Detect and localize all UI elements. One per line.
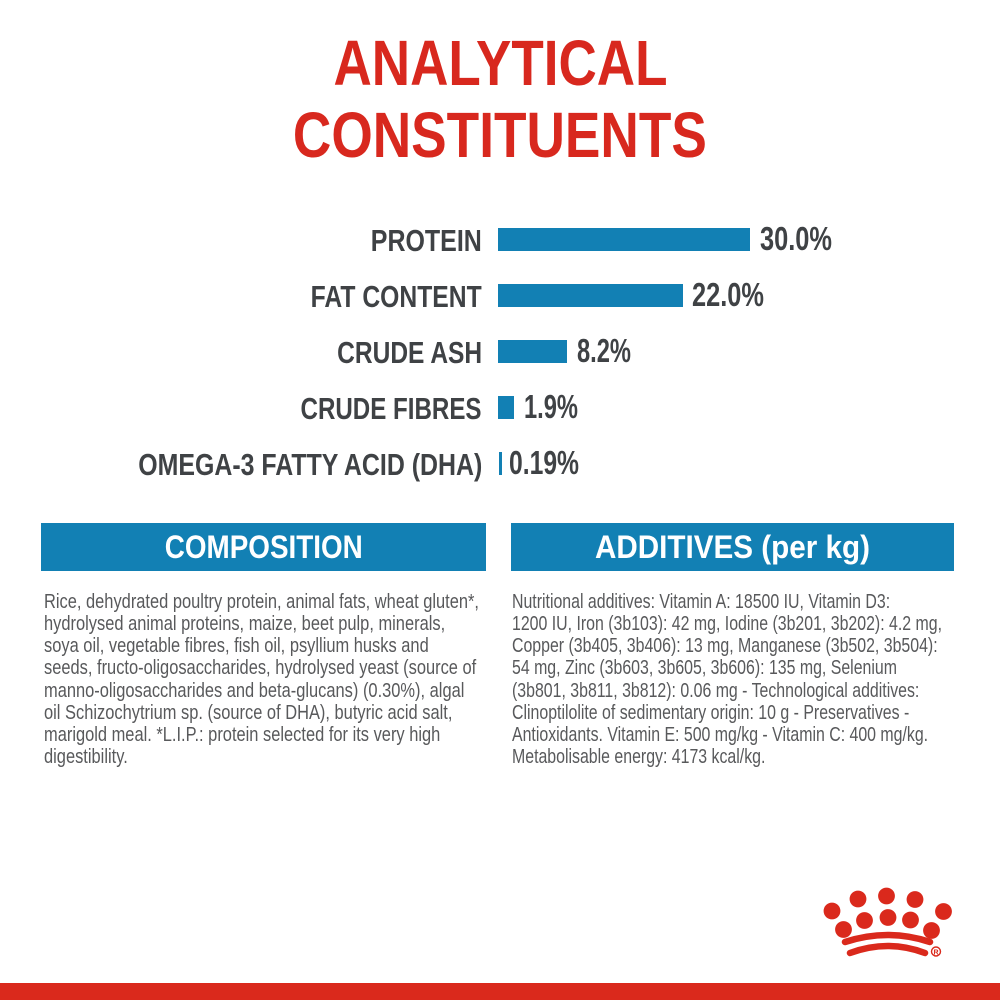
svg-text:R: R <box>933 950 938 957</box>
